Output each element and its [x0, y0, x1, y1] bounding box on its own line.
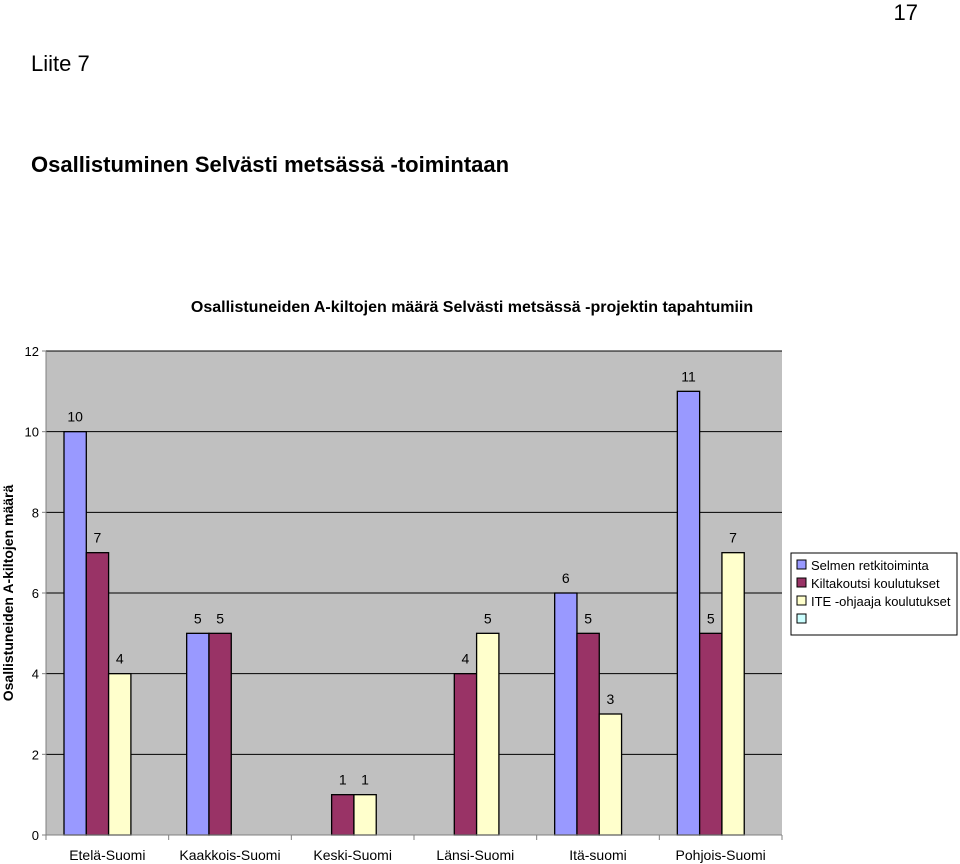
- bar: [186, 632, 210, 836]
- data-label: 5: [584, 610, 592, 626]
- x-tick-label: Etelä-Suomi: [69, 847, 145, 863]
- data-label: 7: [94, 530, 102, 546]
- data-label: 5: [484, 610, 492, 626]
- bar: [598, 713, 623, 836]
- bar: [353, 794, 377, 836]
- y-axis: 0 2 4 6 8 10 12: [25, 344, 47, 843]
- x-axis: Etelä-Suomi Kaakkois-Suomi Keski-Suomi Läns…: [45, 834, 783, 863]
- bar: [721, 552, 745, 836]
- bar-chart: Osallistuneiden A-kiltojen määrä Selväst…: [0, 299, 958, 863]
- legend: Selmen retkitoiminta Kiltakoutsi koulutuk…: [790, 552, 958, 636]
- y-tick-label: 6: [32, 586, 39, 601]
- x-tick-label: Keski-Suomi: [313, 847, 392, 863]
- y-tick-label: 4: [32, 667, 39, 682]
- bar: [453, 673, 478, 836]
- bar: [475, 632, 500, 836]
- data-label: 1: [361, 772, 369, 788]
- appendix-label: Liite 7: [31, 51, 90, 76]
- y-tick-label: 2: [32, 747, 39, 762]
- legend-box: [790, 552, 958, 636]
- legend-swatch: [796, 595, 807, 606]
- legend-swatch: [796, 577, 807, 588]
- bar: [576, 632, 600, 836]
- y-tick-label: 12: [25, 344, 39, 359]
- data-label: 4: [462, 651, 470, 667]
- y-axis-label: Osallistuneiden A-kiltojen määrä: [0, 485, 16, 702]
- gridlines: [46, 350, 782, 755]
- data-label: 7: [729, 530, 737, 546]
- bar: [208, 632, 232, 836]
- bar: [676, 390, 701, 836]
- bar: [330, 794, 355, 836]
- page-heading: Osallistuminen Selvästi metsässä -toimin…: [31, 152, 510, 177]
- page-number: 17: [893, 0, 918, 25]
- legend-swatch: [796, 613, 807, 624]
- bar: [554, 592, 578, 836]
- bar: [698, 632, 723, 836]
- legend-label: Kiltakoutsi koulutukset: [811, 576, 940, 591]
- x-tick-label: Länsi-Suomi: [436, 847, 514, 863]
- y-tick-label: 0: [32, 828, 39, 843]
- chart-title: Osallistuneiden A-kiltojen määrä Selväst…: [191, 299, 753, 316]
- y-tick-label: 10: [25, 425, 39, 440]
- x-tick-label: Pohjois-Suomi: [676, 847, 766, 863]
- data-label: 11: [681, 368, 696, 384]
- data-label: 6: [562, 570, 570, 586]
- legend-label: ITE -ohjaaja koulutukset: [811, 594, 951, 609]
- data-label: 5: [707, 610, 715, 626]
- x-tick-label: Kaakkois-Suomi: [179, 847, 280, 863]
- y-tick-label: 8: [32, 505, 39, 520]
- legend-swatch: [796, 559, 807, 570]
- x-tick-label: Itä-suomi: [569, 847, 627, 863]
- data-label: 5: [216, 610, 224, 626]
- bar: [107, 673, 132, 836]
- bar: [85, 552, 110, 836]
- data-label: 1: [339, 772, 347, 788]
- data-label: 3: [607, 691, 615, 707]
- data-label: 10: [67, 409, 83, 425]
- bar: [63, 431, 87, 836]
- legend-label: Selmen retkitoiminta: [811, 558, 930, 573]
- data-label: 4: [116, 651, 124, 667]
- data-label: 5: [194, 610, 202, 626]
